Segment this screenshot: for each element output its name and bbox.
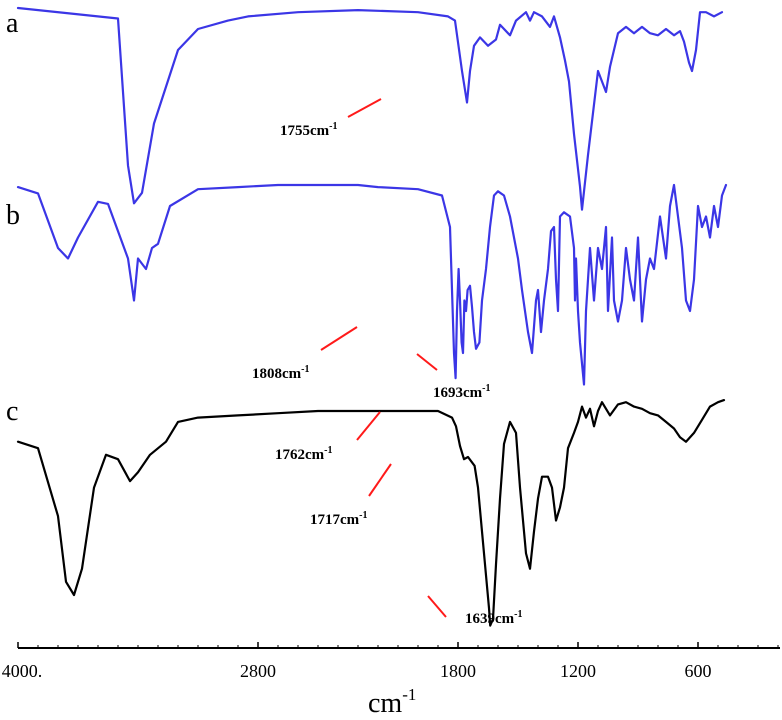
annotation-1639: 1639cm-1: [465, 609, 523, 627]
x-tick-label-2800: 2800: [240, 661, 276, 681]
annotation-1755: 1755cm-1: [280, 121, 338, 139]
annotation-1693: 1693cm-1: [433, 383, 491, 401]
spectrum-line-a: [16, 6, 724, 211]
annotation-leader-1762: [356, 411, 381, 441]
annotation-leader-1755: [347, 98, 382, 118]
series-label-b: b: [6, 200, 20, 231]
series-label-a: a: [6, 8, 19, 39]
x-tick-label-1800: 1800: [440, 661, 476, 681]
x-tick-label-600: 600: [685, 661, 712, 681]
annotation-leader-1717: [368, 463, 392, 497]
spectrum-line-b: [16, 183, 728, 386]
annotation-leader-1639: [427, 595, 447, 618]
x-tick-label-1200: 1200: [560, 661, 596, 681]
series-label-c: c: [6, 396, 18, 427]
annotation-1717: 1717cm-1: [310, 510, 368, 528]
x-tick-label-4000: 4000.: [2, 661, 43, 681]
spectra-group: [16, 6, 728, 627]
annotation-1762: 1762cm-1: [275, 445, 333, 463]
annotations-group: 1755cm-1 1808cm-1 1693cm-1 1762cm-1 1717…: [252, 98, 523, 627]
annotation-1808: 1808cm-1: [252, 364, 310, 382]
spectrum-line-c: [16, 399, 726, 627]
x-axis-ticks: 4000. 2800 1800 1200 600: [2, 642, 779, 681]
annotation-leader-1693: [416, 353, 438, 371]
annotation-leader-1808: [320, 326, 358, 351]
x-axis-title: cm-1: [368, 685, 416, 719]
